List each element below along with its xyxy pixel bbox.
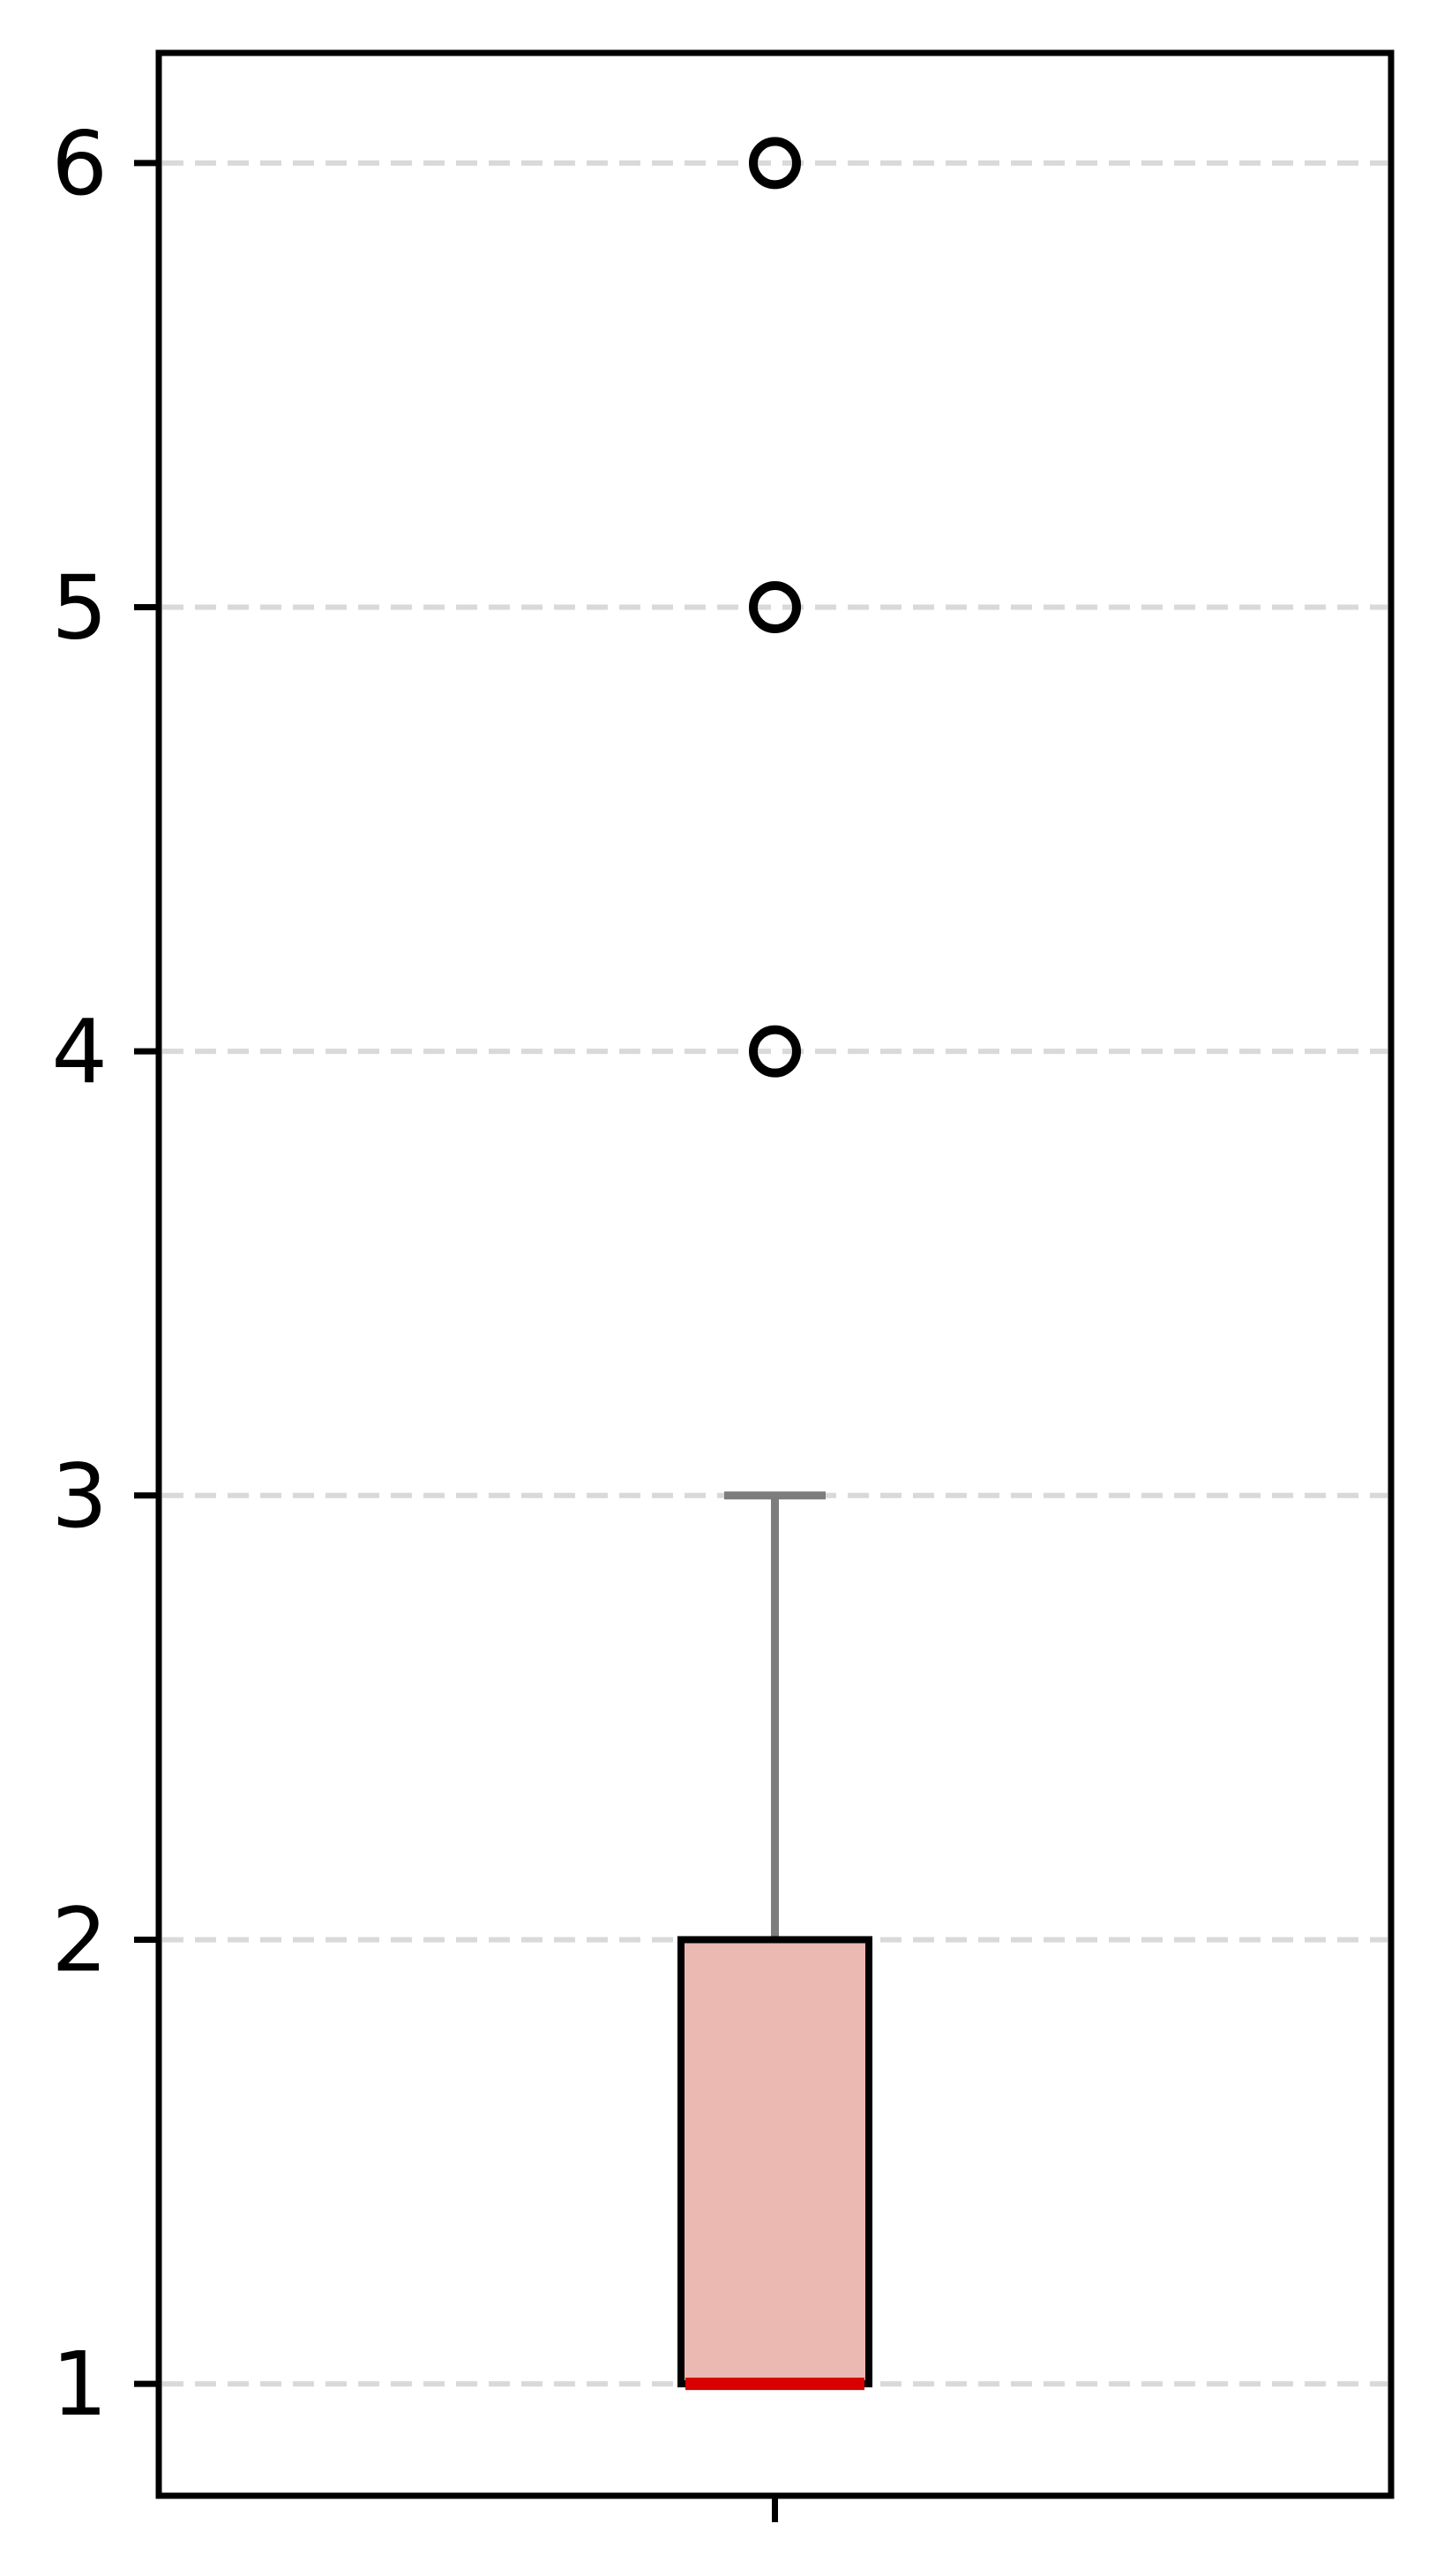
y-tick-label-5: 5 xyxy=(51,556,108,660)
y-tick-label-3: 3 xyxy=(51,1445,108,1548)
y-tick-label-2: 2 xyxy=(51,1888,108,1991)
y-tick-label-6: 6 xyxy=(51,112,108,215)
box-rect xyxy=(677,1936,872,2388)
outlier-point-5 xyxy=(749,581,801,634)
outlier-point-6 xyxy=(749,137,801,190)
y-tick-label-1: 1 xyxy=(51,2333,108,2436)
outlier-point-4 xyxy=(749,1025,801,1078)
y-tick-label-4: 4 xyxy=(51,1000,108,1103)
